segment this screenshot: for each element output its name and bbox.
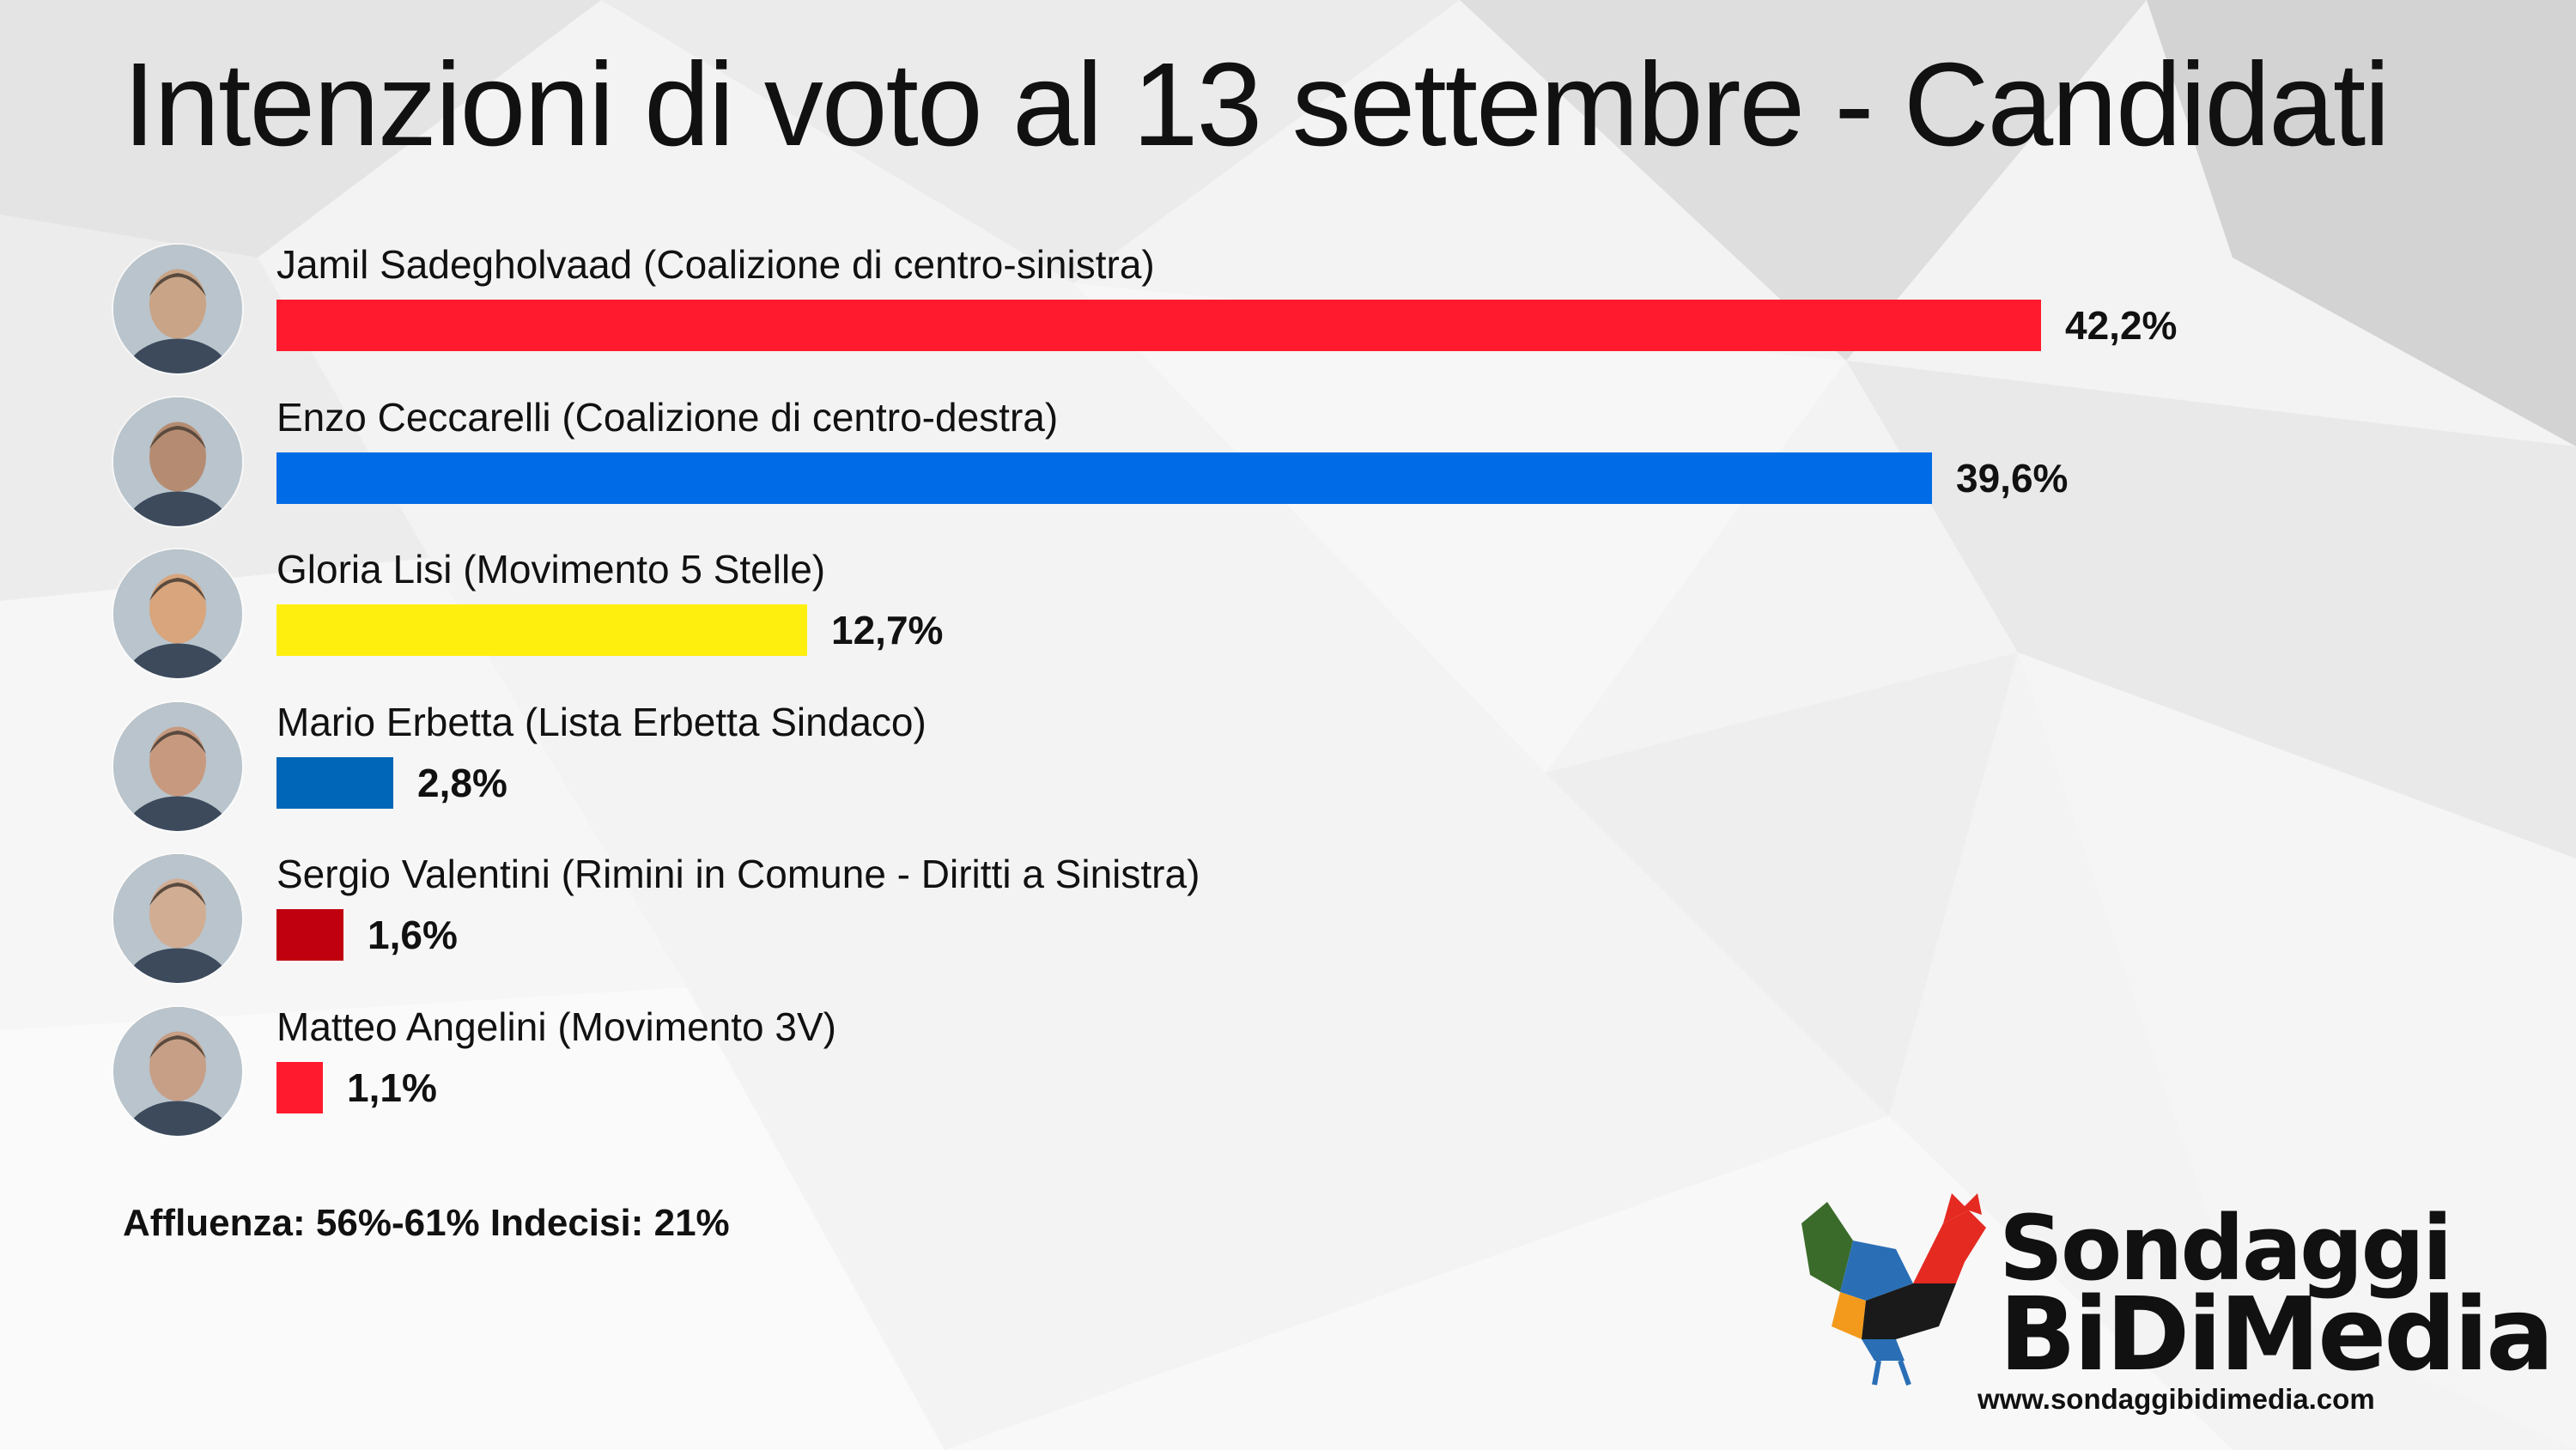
candidate-photo: [113, 1006, 242, 1136]
candidate-photo: [113, 701, 242, 831]
bar: [276, 756, 393, 809]
data-label: 39,6%: [1956, 455, 2069, 501]
logo-text-bidimedia: BiDiMedia: [1999, 1275, 2555, 1393]
data-label: 2,8%: [417, 760, 507, 805]
candidate-label: Jamil Sadegholvaad (Coalizione di centro…: [276, 242, 1155, 287]
data-label: 1,6%: [368, 913, 458, 957]
candidate-label: Sergio Valentini (Rimini in Comune - Dir…: [276, 852, 1200, 896]
data-label: 1,1%: [347, 1065, 437, 1110]
candidate-photo: [113, 549, 242, 678]
candidate-label: Mario Erbetta (Lista Erbetta Sindaco): [276, 699, 927, 744]
bar: [276, 300, 2041, 351]
data-label: 42,2%: [2065, 303, 2178, 348]
candidate-label: Gloria Lisi (Movimento 5 Stelle): [276, 547, 826, 592]
logo-text-sondaggi: Sondaggi: [1999, 1196, 2453, 1301]
candidate-photo: [113, 397, 242, 526]
rooster-logo-icon: [1801, 1193, 1986, 1386]
bar: [276, 1061, 323, 1113]
candidate-photo: [113, 854, 242, 983]
bidimedia-logo: Sondaggi BiDiMedia www.sondaggibidimedia…: [1793, 1189, 2555, 1421]
candidate-photo: [113, 245, 242, 373]
logo-url: www.sondaggibidimedia.com: [1978, 1383, 2375, 1415]
bar: [276, 909, 343, 961]
chart-title: Intenzioni di voto al 13 settembre - Can…: [123, 39, 2391, 171]
candidate-label: Matteo Angelini (Movimento 3V): [276, 1004, 836, 1049]
candidate-label: Enzo Ceccarelli (Coalizione di centro-de…: [276, 394, 1059, 440]
bar: [276, 452, 1932, 504]
data-label: 12,7%: [831, 608, 944, 652]
bar: [276, 604, 807, 656]
turnout-footnote: Affluenza: 56%-61% Indecisi: 21%: [123, 1202, 730, 1244]
